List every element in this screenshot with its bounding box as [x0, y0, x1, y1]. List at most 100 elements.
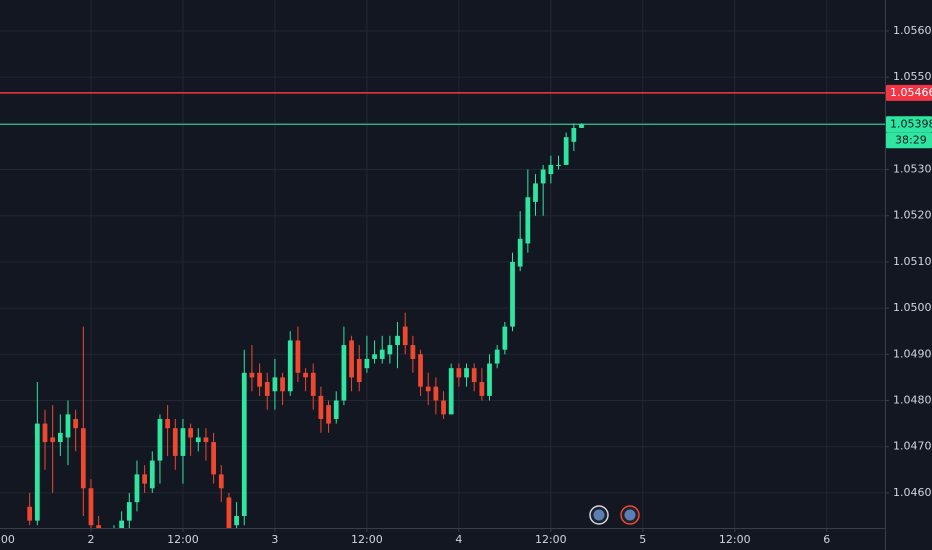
price-label: 1.05466 — [890, 86, 932, 99]
candle-body — [218, 474, 224, 489]
candle-body — [27, 506, 33, 521]
candle-body — [80, 428, 86, 489]
y-tick-label: 1.04900 — [893, 347, 932, 360]
candle-body — [540, 169, 546, 184]
candle-body — [502, 326, 508, 350]
candle-body — [249, 372, 255, 378]
candle-body — [280, 377, 285, 392]
candle-body — [410, 345, 416, 359]
price-label-box — [886, 116, 932, 133]
candle-body — [364, 358, 370, 369]
candle-body — [272, 377, 278, 392]
candle-body — [126, 502, 132, 521]
candle-body — [494, 349, 500, 364]
candle-body — [50, 437, 56, 443]
y-tick-label: 1.05300 — [893, 163, 932, 176]
candle-body — [395, 335, 400, 346]
grid — [0, 0, 885, 528]
candle-body — [287, 340, 293, 392]
candle-body — [349, 340, 354, 378]
candle-body — [264, 382, 270, 396]
candle-body — [188, 428, 193, 438]
y-tick-label: 1.04600 — [893, 486, 932, 499]
candle-body — [418, 354, 423, 387]
x-tick-label: 12:00 — [167, 533, 199, 546]
candle-body — [333, 400, 339, 419]
candle-body — [241, 372, 247, 516]
x-tick-label: 12:00 — [351, 533, 383, 546]
y-tick-label: 1.04700 — [893, 440, 932, 453]
candle-body — [387, 345, 393, 355]
candle-body — [579, 124, 584, 128]
candle-body — [487, 363, 492, 396]
candle-body — [134, 474, 140, 503]
candle-body — [157, 418, 163, 461]
x-tick-label: 12:00 — [0, 533, 15, 546]
candle-body — [203, 437, 209, 443]
candle-body — [563, 137, 569, 165]
x-tick-label: 12:00 — [535, 533, 567, 546]
candle-body — [73, 418, 79, 429]
candle-body — [372, 354, 377, 359]
y-tick-label: 1.05000 — [893, 301, 932, 314]
price-label-box — [886, 84, 932, 101]
event-icon[interactable] — [620, 505, 640, 525]
candle-body — [356, 358, 362, 383]
candle-body — [533, 183, 538, 202]
event-icon[interactable] — [589, 505, 609, 525]
candle-body — [172, 428, 178, 456]
candle-body — [548, 164, 554, 175]
candle-body — [257, 372, 262, 387]
candle-body — [448, 368, 454, 415]
candle-body — [119, 520, 125, 528]
candle-body — [142, 474, 148, 484]
candle-body — [479, 382, 485, 396]
price-label: 1.05398 — [890, 117, 932, 130]
candle-body — [57, 432, 63, 443]
candle-body — [456, 368, 462, 378]
candle-body — [65, 414, 71, 438]
candle-body — [226, 497, 232, 528]
candle-body — [425, 386, 431, 392]
x-tick-label: 12:00 — [719, 533, 751, 546]
candle-body — [433, 386, 439, 401]
y-tick-label: 1.05500 — [893, 70, 932, 83]
countdown-label: 38:29 — [895, 133, 927, 146]
candle-body — [149, 460, 155, 489]
x-tick-label: 3 — [271, 533, 278, 546]
candle-body — [310, 372, 316, 396]
candle-body — [42, 423, 48, 443]
candle-body — [96, 525, 102, 528]
axes: 1.04600 1.04700 1.04800 1.04900 1.05000 1.051… — [0, 24, 932, 546]
candle-body — [441, 400, 446, 415]
y-tick-label: 1.05100 — [893, 255, 932, 268]
candle-body — [180, 428, 186, 456]
candle-body — [571, 127, 577, 142]
x-tick-label: 5 — [639, 533, 646, 546]
candle-body — [341, 345, 347, 401]
candle-body — [402, 326, 408, 346]
countdown-box — [886, 132, 932, 149]
y-tick-label: 1.05200 — [893, 209, 932, 222]
candle-body — [318, 395, 324, 419]
candle-body — [525, 197, 531, 244]
candle-body — [510, 261, 515, 327]
x-tick-label: 4 — [455, 533, 462, 546]
candle-body — [556, 164, 561, 166]
plot-area — [0, 92, 885, 528]
x-tick-label: 6 — [823, 533, 830, 546]
x-tick-label: 2 — [87, 533, 94, 546]
candle-body — [295, 340, 301, 373]
candle-body — [88, 488, 94, 526]
candle-body — [34, 423, 40, 521]
candle-body — [195, 437, 201, 443]
candle-body — [211, 442, 216, 475]
candle-body — [165, 418, 170, 429]
candle-body — [379, 349, 385, 359]
candle-body — [471, 368, 477, 383]
candle-body — [517, 238, 523, 267]
candle-body — [303, 372, 308, 378]
